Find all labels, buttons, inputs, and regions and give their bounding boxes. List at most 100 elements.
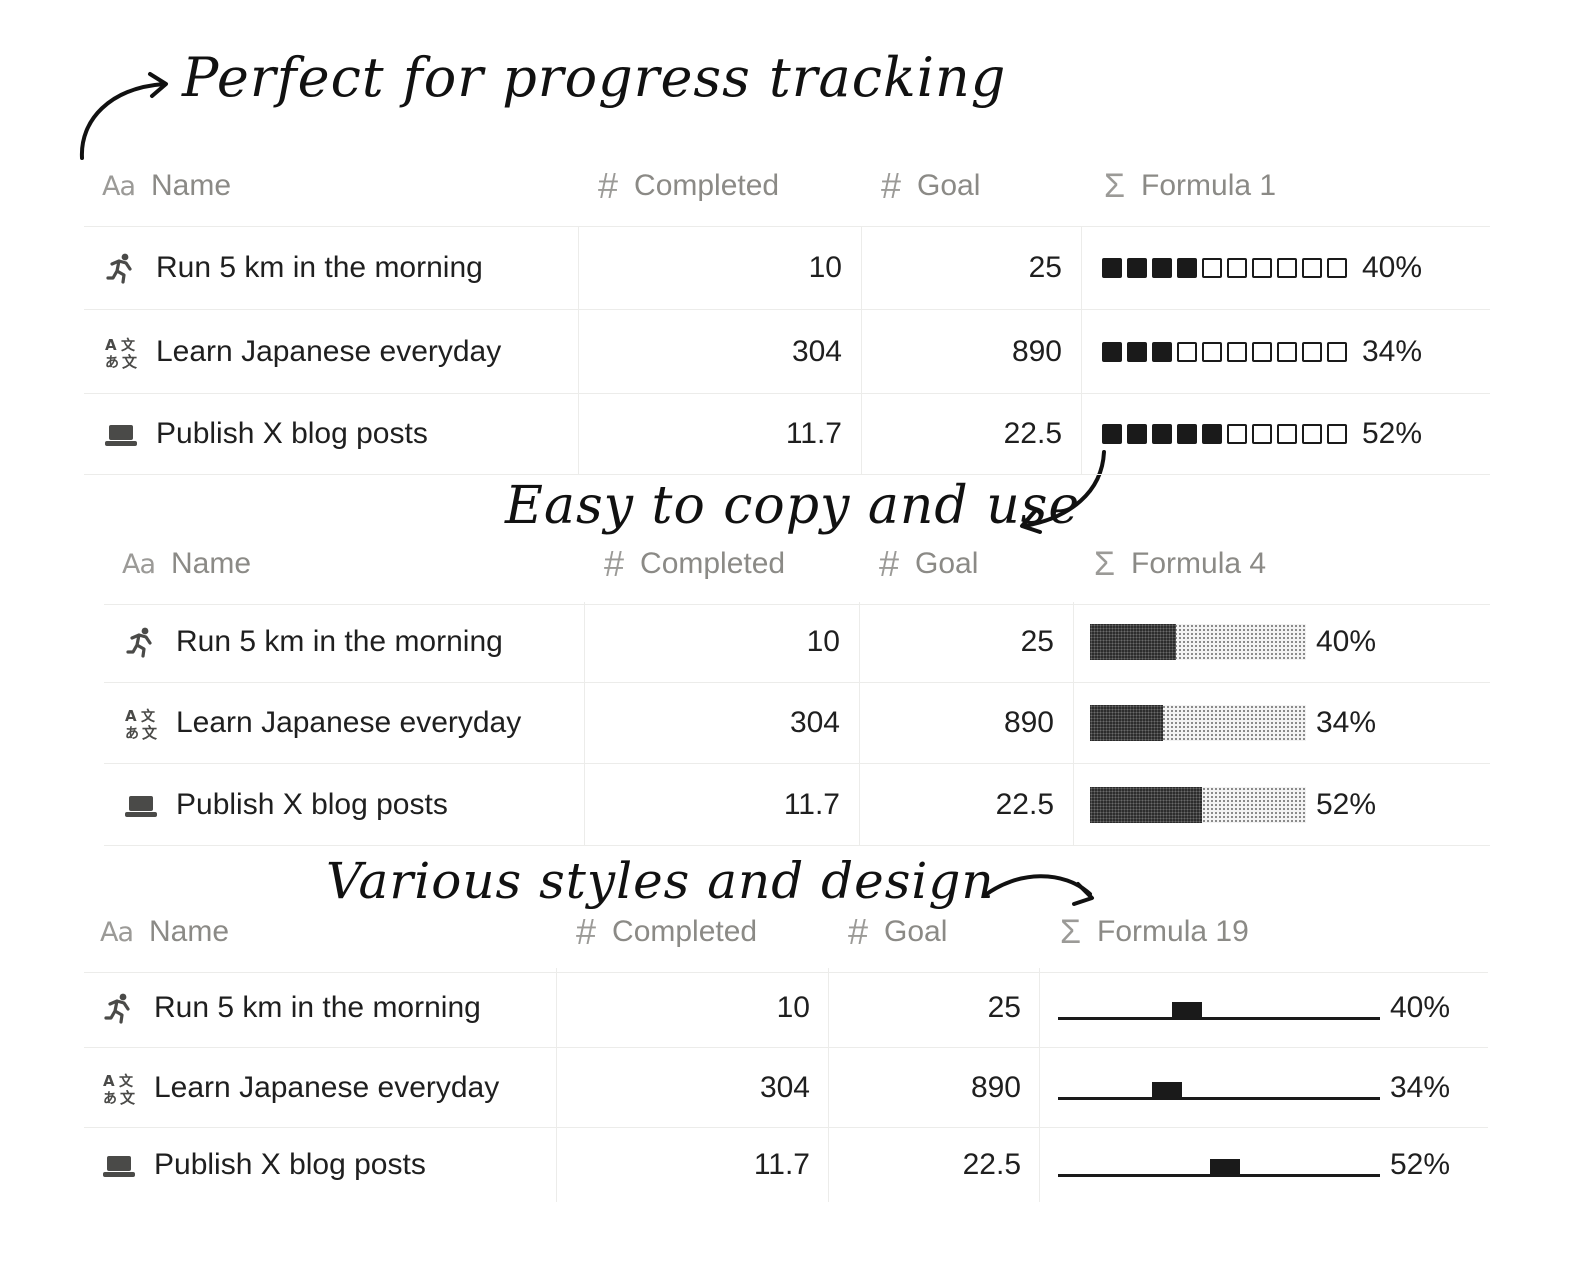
formula-cell[interactable]: 34% [1058,1048,1478,1127]
goal-cell[interactable]: 890 [861,310,1062,393]
completed-cell[interactable]: 10 [578,226,842,309]
formula-cell[interactable]: 52% [1102,394,1482,474]
table-row[interactable]: Publish X blog posts 11.7 22.5 52% [104,764,1490,846]
progress-marker [1210,1159,1240,1177]
row-name: Learn Japanese everyday [154,1070,500,1104]
progress-square-filled [1102,341,1122,362]
formula-cell[interactable]: 40% [1058,968,1478,1047]
completed-cell[interactable]: 11.7 [556,1128,810,1202]
row-name: Publish X blog posts [176,787,448,821]
translate-icon: A 文 あ 文 [105,336,138,369]
column-label: Formula 4 [1131,547,1267,580]
column-label: Formula 1 [1141,169,1277,202]
column-header-name[interactable]: Aa Name [122,524,582,604]
table-row[interactable]: Publish X blog posts 11.7 22.5 52% [84,1128,1488,1202]
goal-cell[interactable]: 22.5 [861,394,1062,474]
row-name: Run 5 km in the morning [176,625,503,658]
progress-square-filled [1127,257,1147,278]
column-header-goal[interactable]: # Goal [879,524,1079,604]
name-cell[interactable]: Publish X blog posts [102,1128,552,1202]
number-type-icon: # [598,165,619,206]
completed-cell[interactable]: 11.7 [584,764,840,845]
name-cell[interactable]: Run 5 km in the morning [124,602,584,682]
name-cell[interactable]: Run 5 km in the morning [102,968,552,1047]
column-header-formula[interactable]: Σ Formula 1 [1104,146,1474,226]
table-row[interactable]: A 文 あ 文 Learn Japanese everyday 304 890 … [104,683,1490,764]
formula-cell[interactable]: 40% [1090,602,1480,682]
svg-text:あ: あ [103,1091,117,1105]
column-header-name[interactable]: Aa Name [102,146,572,226]
name-cell[interactable]: A 文 あ 文 Learn Japanese everyday [102,1048,552,1127]
table-header: Aa Name # Completed # Goal Σ Formula 19 [84,892,1488,973]
goal-value: 25 [987,990,1021,1024]
column-header-formula[interactable]: Σ Formula 19 [1060,892,1440,972]
table-header: Aa Name # Completed # Goal Σ Formula 1 [84,146,1490,227]
table-row[interactable]: Run 5 km in the morning 10 25 40% [84,226,1490,310]
table-row[interactable]: Publish X blog posts 11.7 22.5 52% [84,394,1490,475]
goal-value: 22.5 [962,1148,1021,1181]
progress-square-filled [1152,424,1172,444]
goal-value: 22.5 [1003,417,1062,450]
name-cell[interactable]: A 文 あ 文 Learn Japanese everyday [124,683,584,763]
formula-cell[interactable]: 40% [1102,226,1482,309]
column-label: Completed [612,915,758,948]
translate-icon: A 文 あ 文 [103,1072,136,1105]
progress-square-filled [1102,257,1122,278]
completed-cell[interactable]: 304 [556,1048,810,1127]
formula-type-icon: Σ [1060,912,1082,951]
table-row[interactable]: Run 5 km in the morning 10 25 40% [104,602,1490,683]
goal-cell[interactable]: 25 [861,226,1062,309]
formula-cell[interactable]: 34% [1090,683,1480,763]
svg-text:A: A [105,336,117,354]
goal-cell[interactable]: 22.5 [859,764,1054,845]
name-cell[interactable]: Publish X blog posts [124,764,584,845]
completed-cell[interactable]: 10 [584,602,840,682]
formula-cell[interactable]: 52% [1058,1128,1478,1202]
laptop-icon [125,795,157,817]
column-label: Name [151,169,232,202]
completed-cell[interactable]: 304 [584,683,840,763]
name-cell[interactable]: A 文 あ 文 Learn Japanese everyday [104,310,574,393]
table-row[interactable]: A 文 あ 文 Learn Japanese everyday 304 890 … [84,1048,1488,1128]
progress-marker [1172,1001,1202,1020]
progress-square-empty [1327,341,1347,362]
goal-value: 890 [1003,706,1054,739]
row-name: Learn Japanese everyday [176,706,522,739]
row-name: Run 5 km in the morning [154,990,481,1024]
column-header-goal[interactable]: # Goal [848,892,1048,972]
progress-square-filled [1102,424,1122,444]
table-row[interactable]: Run 5 km in the morning 10 25 40% [84,968,1488,1048]
name-cell[interactable]: Run 5 km in the morning [104,226,574,309]
name-cell[interactable]: Publish X blog posts [104,394,574,474]
row-name: Publish X blog posts [156,417,428,450]
column-header-completed[interactable]: # Completed [576,892,836,972]
completed-cell[interactable]: 304 [578,310,842,393]
goal-cell[interactable]: 25 [828,968,1021,1047]
svg-text:A: A [125,707,137,725]
column-header-goal[interactable]: # Goal [881,146,1081,226]
progress-percent: 52% [1316,787,1377,821]
completed-cell[interactable]: 10 [556,968,810,1047]
column-header-completed[interactable]: # Completed [604,524,864,604]
completed-cell[interactable]: 11.7 [578,394,842,474]
progress-squares [1102,424,1352,444]
column-header-formula[interactable]: Σ Formula 4 [1094,524,1464,604]
progress-square-empty [1202,257,1222,278]
progress-bar [1090,624,1306,660]
progress-square-filled [1177,257,1197,278]
text-type-icon: Aa [100,916,134,948]
goal-cell[interactable]: 890 [859,683,1054,763]
column-header-name[interactable]: Aa Name [100,892,550,972]
formula-cell[interactable]: 34% [1102,310,1482,393]
column-label: Completed [634,169,780,202]
goal-cell[interactable]: 22.5 [828,1128,1021,1202]
table-row[interactable]: A 文 あ 文 Learn Japanese everyday 304 890 … [84,310,1490,394]
database-table: Aa Name # Completed # Goal Σ Formula 4 R… [104,524,1490,846]
progress-percent: 34% [1362,334,1423,368]
formula-cell[interactable]: 52% [1090,764,1480,845]
column-label: Completed [640,547,786,580]
goal-cell[interactable]: 890 [828,1048,1021,1127]
column-header-completed[interactable]: # Completed [598,146,858,226]
goal-cell[interactable]: 25 [859,602,1054,682]
progress-bar-fill [1090,786,1203,823]
